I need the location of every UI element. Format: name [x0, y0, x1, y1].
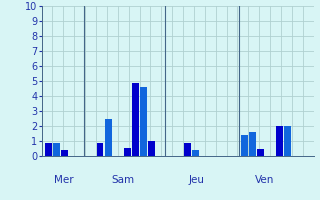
Text: Mer: Mer [53, 175, 73, 185]
Bar [148, 141, 155, 156]
Bar [105, 118, 112, 156]
Bar [249, 132, 256, 156]
Bar [61, 150, 68, 156]
Bar [257, 149, 264, 156]
Bar [124, 148, 131, 156]
Bar [140, 87, 147, 156]
Text: Ven: Ven [255, 175, 274, 185]
Bar [132, 82, 139, 156]
Bar [184, 142, 190, 156]
Bar [45, 142, 52, 156]
Bar [241, 135, 248, 156]
Bar [97, 142, 103, 156]
Bar [53, 143, 60, 156]
Bar [284, 126, 291, 156]
Bar [276, 126, 283, 156]
Bar [192, 150, 199, 156]
Text: Jeu: Jeu [189, 175, 205, 185]
Text: Sam: Sam [112, 175, 135, 185]
